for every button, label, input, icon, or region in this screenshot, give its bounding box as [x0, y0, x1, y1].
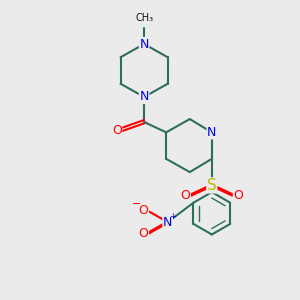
Text: CH₃: CH₃ [135, 13, 153, 22]
Text: N: N [140, 38, 149, 50]
Text: −: − [132, 199, 141, 209]
Text: S: S [207, 178, 217, 193]
Text: N: N [163, 216, 172, 229]
Text: O: O [233, 189, 243, 202]
Text: O: O [180, 189, 190, 202]
Text: O: O [139, 204, 148, 217]
Text: +: + [169, 212, 176, 221]
Text: N: N [207, 126, 217, 139]
Text: O: O [139, 227, 148, 240]
Text: N: N [140, 91, 149, 103]
Text: O: O [112, 124, 122, 137]
